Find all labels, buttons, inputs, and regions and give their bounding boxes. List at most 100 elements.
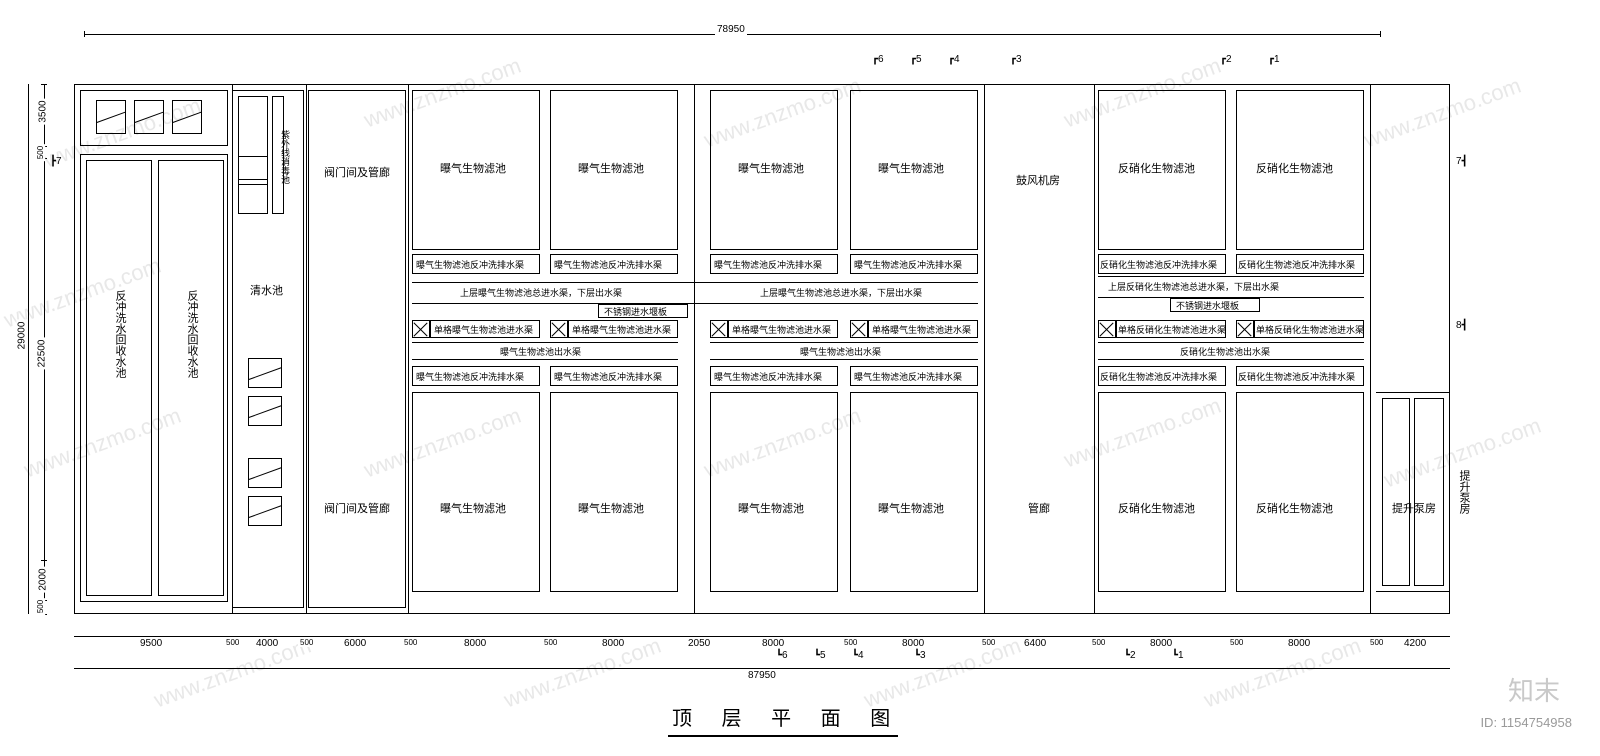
lbl-baf-bw-t2: 曝气生物滤池反冲洗排水渠 bbox=[554, 258, 662, 271]
dim-b14: 6400 bbox=[1022, 638, 1048, 649]
lbl-dn-bw-b2: 反硝化生物滤池反冲洗排水渠 bbox=[1238, 370, 1355, 383]
lbl-baf-outlet-r: 曝气生物滤池出水渠 bbox=[800, 345, 881, 358]
dim-b13: 500 bbox=[980, 638, 997, 647]
blower-room bbox=[988, 90, 1092, 250]
baf-bot-1 bbox=[412, 392, 540, 592]
dim-b15: 500 bbox=[1090, 638, 1107, 647]
section-mark-1b: ┗1 bbox=[1172, 650, 1184, 661]
lbl-ss-weir-l: 不锈钢进水堰板 bbox=[604, 305, 667, 318]
dim-left-d: 500 bbox=[36, 598, 45, 615]
dim-b17: 500 bbox=[1228, 638, 1245, 647]
col2-opening-3 bbox=[248, 458, 282, 488]
dim-top-total: 78950 bbox=[715, 24, 747, 35]
lbl-dn-bw-t1b: 反硝化生物滤池反冲洗排水渠 bbox=[1100, 258, 1217, 271]
lbl-baf-upper-inlet-r: 上层曝气生物滤池总进水渠，下层出水渠 bbox=[760, 286, 922, 299]
watermark: www.znzmo.com bbox=[1201, 633, 1365, 714]
col2-sub1 bbox=[238, 156, 268, 180]
label-valve-corridor-bot: 阀门间及管廊 bbox=[324, 500, 390, 516]
lbl-dn-upper-inlet: 上层反硝化生物滤池总进水渠，下层出水渠 bbox=[1108, 280, 1279, 293]
inlet-x3 bbox=[710, 320, 728, 338]
label-baf-t3: 曝气生物滤池 bbox=[738, 160, 804, 176]
lbl-baf-bw-t1: 曝气生物滤池反冲洗排水渠 bbox=[416, 258, 524, 271]
section-mark-2b: ┗2 bbox=[1124, 650, 1136, 661]
section-mark-6b: ┗6 bbox=[776, 650, 788, 661]
recycle-pool-b bbox=[158, 160, 224, 596]
dim-line-bottom-total bbox=[74, 668, 1450, 669]
section-mark-3b: ┗3 bbox=[914, 650, 926, 661]
dim-bottom-total: 87950 bbox=[746, 670, 778, 681]
label-pump-h: 提升泵房 bbox=[1392, 500, 1436, 516]
label-baf-b3: 曝气生物滤池 bbox=[738, 500, 804, 516]
inlet-x4 bbox=[850, 320, 868, 338]
label-baf-b2: 曝气生物滤池 bbox=[578, 500, 644, 516]
label-dn-b1: 反硝化生物滤池 bbox=[1118, 500, 1195, 516]
section-mark-5b: ┗5 bbox=[814, 650, 826, 661]
lbl-dn-outlet: 反硝化生物滤池出水渠 bbox=[1180, 345, 1270, 358]
lbl-baf-bw-b3: 曝气生物滤池反冲洗排水渠 bbox=[714, 370, 822, 383]
baf-bot-3 bbox=[710, 392, 838, 592]
baf-bot-2 bbox=[550, 392, 678, 592]
dim-b3: 500 bbox=[298, 638, 315, 647]
dim-b11: 500 bbox=[842, 638, 859, 647]
id-label: ID: 1154754958 bbox=[1480, 715, 1572, 730]
dim-b5: 500 bbox=[402, 638, 419, 647]
label-valve-corridor-top: 阀门间及管廊 bbox=[324, 164, 390, 180]
drawing-title: 顶 层 平 面 图 bbox=[672, 702, 902, 731]
dim-b12: 8000 bbox=[900, 638, 926, 649]
section-mark-7r: 7┫ bbox=[1456, 156, 1468, 167]
lbl-dn-bw-t2: 反硝化生物滤池反冲洗排水渠 bbox=[1238, 258, 1355, 271]
dim-left-c: 2000 bbox=[38, 566, 49, 592]
col2-opening-1 bbox=[248, 358, 282, 388]
inlet-x2 bbox=[550, 320, 568, 338]
inlet-x1 bbox=[412, 320, 430, 338]
lbl-baf-bw-t3: 曝气生物滤池反冲洗排水渠 bbox=[714, 258, 822, 271]
dim-left-a: 3500 bbox=[38, 98, 49, 124]
dim-left-total: 29000 bbox=[16, 320, 27, 352]
dim-b0: 9500 bbox=[138, 638, 164, 649]
dn-bot-2 bbox=[1236, 392, 1364, 592]
section-mark-7l: ┣7 bbox=[50, 156, 62, 167]
lbl-dn-si-1: 单格反硝化生物滤池进水渠 bbox=[1118, 323, 1226, 336]
lbl-ss-weir-r: 不锈钢进水堰板 bbox=[1176, 299, 1239, 312]
lbl-baf-bw-b1: 曝气生物滤池反冲洗排水渠 bbox=[416, 370, 524, 383]
recycle-pool-a bbox=[86, 160, 152, 596]
lbl-baf-bw-b2: 曝气生物滤池反冲洗排水渠 bbox=[554, 370, 662, 383]
inlet-x5 bbox=[1098, 320, 1116, 338]
label-uv: 紫外线消毒池 bbox=[279, 130, 292, 184]
label-recycle-b: 反冲洗水回收水池 bbox=[184, 290, 200, 378]
label-baf-t2: 曝气生物滤池 bbox=[578, 160, 644, 176]
dim-b19: 500 bbox=[1368, 638, 1385, 647]
page: www.znzmo.com www.znzmo.com www.znzmo.co… bbox=[0, 0, 1600, 756]
dim-b10: 8000 bbox=[760, 638, 786, 649]
lbl-baf-outlet-l: 曝气生物滤池出水渠 bbox=[500, 345, 581, 358]
opening-3 bbox=[172, 100, 202, 134]
label-dn-t2: 反硝化生物滤池 bbox=[1256, 160, 1333, 176]
section-mark-5: ┏5 bbox=[910, 54, 922, 65]
pump-inner-2 bbox=[1414, 398, 1444, 586]
section-mark-4: ┏4 bbox=[948, 54, 960, 65]
opening-1 bbox=[96, 100, 126, 134]
dn-bot-1 bbox=[1098, 392, 1226, 592]
label-baf-t4: 曝气生物滤池 bbox=[878, 160, 944, 176]
dim-b4: 6000 bbox=[342, 638, 368, 649]
label-baf-b1: 曝气生物滤池 bbox=[440, 500, 506, 516]
lbl-baf-si-2: 单格曝气生物滤池进水渠 bbox=[572, 323, 671, 336]
opening-2 bbox=[134, 100, 164, 134]
label-baf-t1: 曝气生物滤池 bbox=[440, 160, 506, 176]
label-recycle-a: 反冲洗水回收水池 bbox=[112, 290, 128, 378]
watermark: www.znzmo.com bbox=[501, 633, 665, 714]
col2-sub2 bbox=[238, 184, 268, 214]
section-mark-3: ┏3 bbox=[1010, 54, 1022, 65]
lbl-baf-bw-t4: 曝气生物滤池反冲洗排水渠 bbox=[854, 258, 962, 271]
inlet-x6 bbox=[1236, 320, 1254, 338]
section-mark-1: ┏1 bbox=[1268, 54, 1280, 65]
dim-b6: 8000 bbox=[462, 638, 488, 649]
label-dn-t1: 反硝化生物滤池 bbox=[1118, 160, 1195, 176]
dim-b1: 500 bbox=[224, 638, 241, 647]
section-mark-8r: 8┫ bbox=[1456, 320, 1468, 331]
dim-b18: 8000 bbox=[1286, 638, 1312, 649]
label-clearwell: 清水池 bbox=[250, 282, 283, 298]
lbl-baf-si-1: 单格曝气生物滤池进水渠 bbox=[434, 323, 533, 336]
dim-line-bottom-seg bbox=[74, 636, 1450, 637]
dim-b16: 8000 bbox=[1148, 638, 1174, 649]
